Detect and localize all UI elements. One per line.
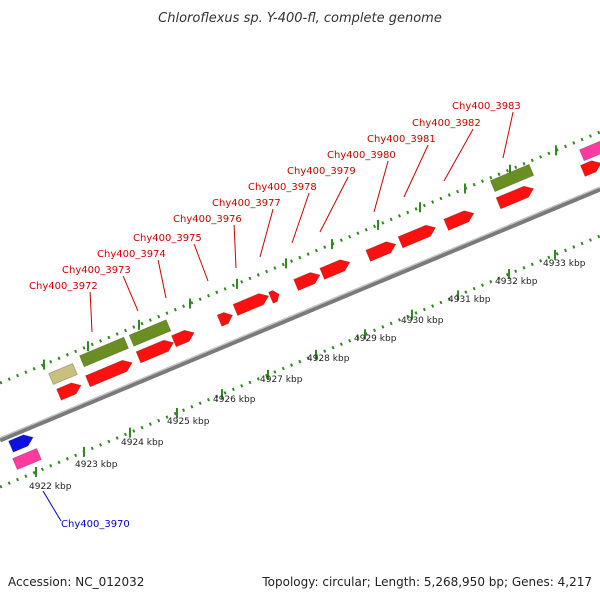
scale-label: 4922 kbp xyxy=(29,482,72,492)
forward-gene-arrow xyxy=(495,185,535,210)
label-leader-line xyxy=(42,490,62,522)
label-leader-line xyxy=(291,192,310,244)
scale-label: 4928 kbp xyxy=(307,354,350,364)
label-leader-line xyxy=(233,224,237,269)
pink-gene-box xyxy=(579,140,600,162)
label-leader-line xyxy=(443,128,474,182)
rna-gene-box xyxy=(128,319,172,347)
pseudo-gene-box xyxy=(48,362,78,386)
gene-label: Chy400_3979 xyxy=(287,166,356,177)
forward-gene-arrow xyxy=(293,272,321,292)
forward-gene-arrow xyxy=(232,293,270,317)
gene-label: Chy400_3975 xyxy=(133,233,202,244)
forward-gene-arrow xyxy=(443,210,475,231)
inner-dotted-track xyxy=(0,234,600,489)
genome-summary-text: Topology: circular; Length: 5,268,950 bp… xyxy=(261,575,592,589)
genome-backbone-highlight xyxy=(0,186,600,439)
gene-label: Chy400_3976 xyxy=(173,214,242,225)
scale-label: 4926 kbp xyxy=(213,395,256,405)
accession-text: Accession: NC_012032 xyxy=(8,575,144,589)
genome-backbone xyxy=(0,186,600,443)
gene-labels-top: Chy400_3972 Chy400_3973 Chy400_3974 Chy400_… xyxy=(29,101,521,333)
scale-label: 4925 kbp xyxy=(167,417,210,427)
inner-major-ticks xyxy=(35,249,556,477)
forward-gene-arrow xyxy=(56,382,82,401)
gene-label: Chy400_3981 xyxy=(367,134,436,145)
map-title: Chloroflexus sp. Y-400-fl, complete geno… xyxy=(158,11,442,26)
forward-gene-arrow xyxy=(85,359,133,388)
outer-dotted-track xyxy=(0,130,600,385)
gene-label: Chy400_3974 xyxy=(97,249,166,260)
label-leader-line xyxy=(259,208,274,258)
blue-gene-arrow xyxy=(8,434,34,453)
rna-gene-box xyxy=(79,336,129,368)
forward-gene-arrow xyxy=(135,339,175,364)
scale-label: 4932 kbp xyxy=(495,277,538,287)
scale-label: 4931 kbp xyxy=(448,295,491,305)
scale-label: 4930 kbp xyxy=(401,316,444,326)
label-leader-line xyxy=(373,160,389,213)
label-leader-line xyxy=(89,291,93,333)
label-leader-line xyxy=(319,176,349,233)
gene-label: Chy400_3972 xyxy=(29,281,98,292)
gene-features xyxy=(8,140,600,471)
scale-label: 4929 kbp xyxy=(354,334,397,344)
forward-gene-arrow xyxy=(579,160,600,177)
label-leader-line xyxy=(157,259,167,299)
scale-label: 4933 kbp xyxy=(543,259,586,269)
forward-gene-arrow xyxy=(171,329,195,348)
scale-label: 4927 kbp xyxy=(260,375,303,385)
rna-gene-box xyxy=(489,163,535,193)
gene-label: Chy400_3978 xyxy=(248,182,317,193)
gene-label: Chy400_3982 xyxy=(412,118,481,129)
pink-gene-box xyxy=(12,447,42,471)
forward-gene-arrow xyxy=(216,312,234,327)
forward-gene-arrow xyxy=(319,259,351,280)
forward-gene-arrow xyxy=(365,241,397,262)
label-leader-line xyxy=(122,275,139,312)
label-leader-line xyxy=(403,144,429,198)
gene-label: Chy400_3977 xyxy=(212,198,281,209)
label-leader-line xyxy=(193,243,209,282)
forward-gene-arrow xyxy=(268,290,280,304)
scale-label: 4924 kbp xyxy=(121,438,164,448)
scale-labels: 4922 kbp 4923 kbp 4924 kbp 4925 kbp 4926 kbp… xyxy=(29,259,586,492)
scale-label: 4923 kbp xyxy=(75,460,118,470)
forward-gene-arrow xyxy=(397,224,437,249)
gene-label: Chy400_3973 xyxy=(62,265,131,276)
gene-label: Chy400_3970 xyxy=(61,519,130,530)
gene-labels-bottom: Chy400_3970 xyxy=(42,490,130,530)
gene-label: Chy400_3980 xyxy=(327,150,396,161)
gene-label: Chy400_3983 xyxy=(452,101,521,112)
label-leader-line xyxy=(502,111,514,159)
